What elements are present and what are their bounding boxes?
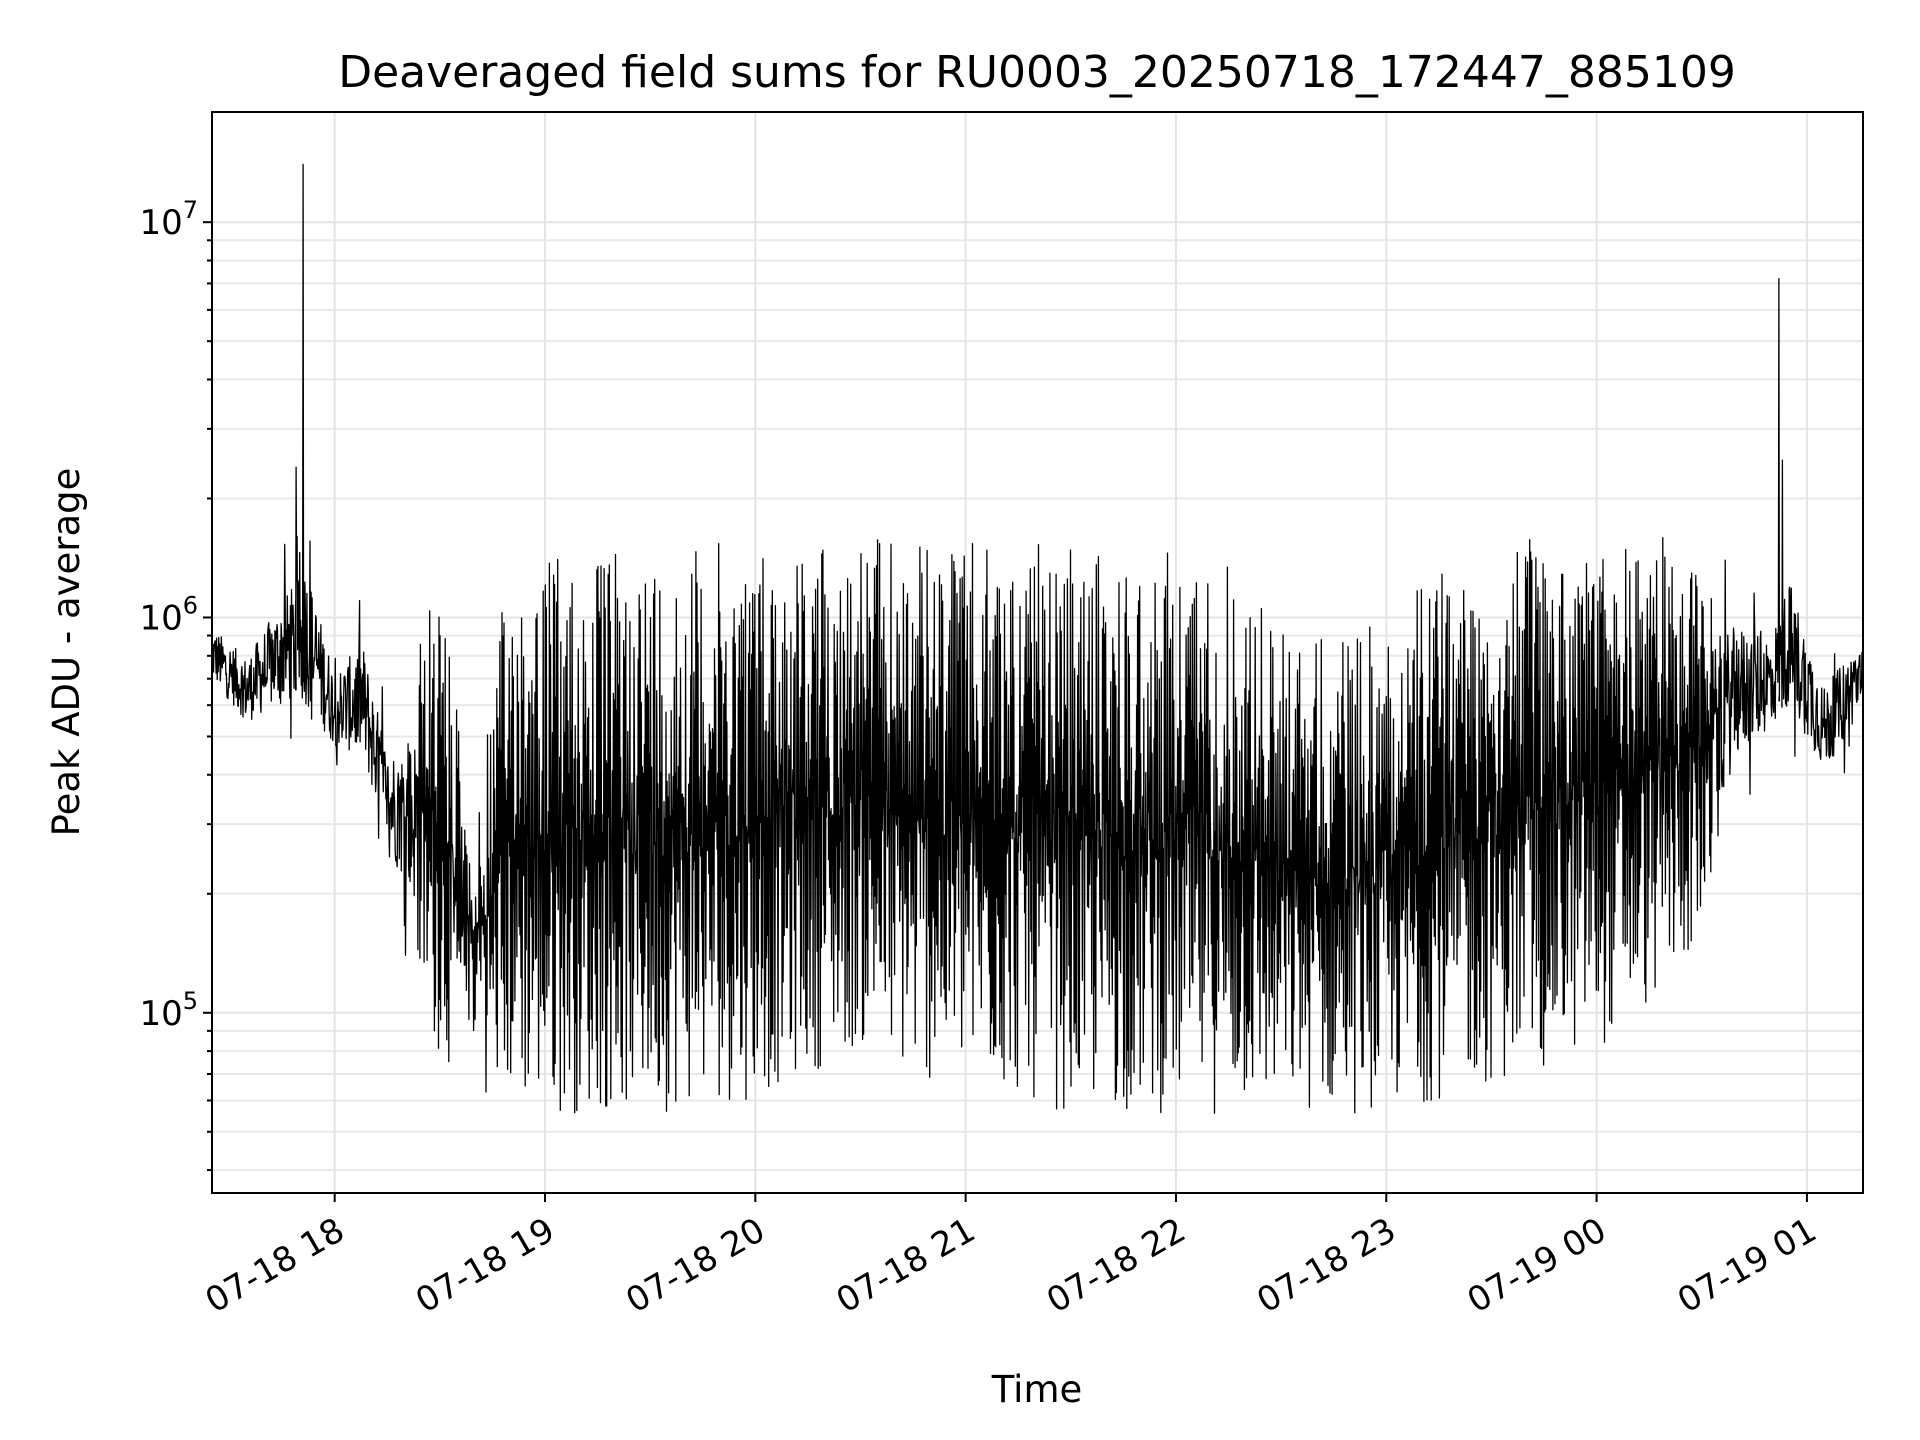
- y-tick-exponent: 5: [183, 987, 198, 1015]
- y-tick-base: 10: [139, 203, 182, 243]
- plot-frame: [211, 111, 1864, 1194]
- chart-title: Deaveraged field sums for RU0003_2025071…: [338, 47, 1736, 98]
- y-tick-label: 106: [139, 591, 198, 638]
- y-tick-exponent: 6: [183, 591, 198, 619]
- series-line: [211, 163, 1864, 1114]
- y-tick-base: 10: [139, 994, 182, 1034]
- y-tick-label: 107: [139, 196, 198, 243]
- series-trace: [211, 163, 1864, 1114]
- y-tick-base: 10: [139, 598, 182, 638]
- y-tick-label: 105: [139, 987, 198, 1034]
- y-tick-exponent: 7: [183, 196, 198, 224]
- y-axis-label: Peak ADU - average: [45, 468, 88, 837]
- x-axis-label: Time: [991, 1368, 1083, 1411]
